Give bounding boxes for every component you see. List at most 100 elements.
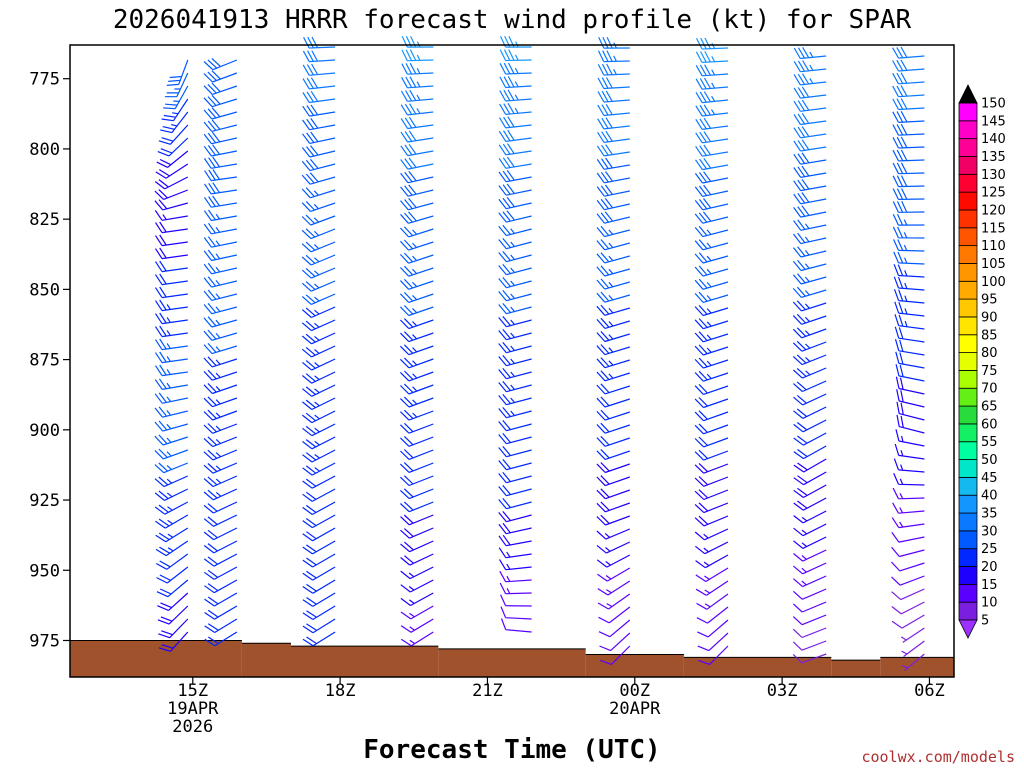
colorbar-bin [958, 191, 978, 211]
wind-barb [401, 35, 434, 48]
colorbar-label: 55 [981, 435, 998, 450]
wind-barb [596, 409, 630, 421]
wind-barb [301, 214, 336, 226]
y-tick-label: 900 [29, 421, 60, 441]
wind-barb [301, 267, 336, 279]
wind-barb [157, 605, 189, 625]
wind-barb [792, 367, 827, 379]
wind-barb [499, 570, 532, 583]
wind-barb [400, 631, 434, 647]
y-tick-label: 775 [29, 70, 60, 90]
wind-barb [155, 163, 189, 179]
wind-barb [792, 588, 827, 600]
ground-segment-5 [683, 657, 832, 677]
wind-barb [302, 371, 336, 384]
wind-barb [498, 472, 532, 484]
wind-barb [156, 150, 189, 168]
wind-barb [158, 618, 189, 639]
colorbar-bin [958, 120, 978, 140]
wind-barb [793, 165, 827, 178]
wind-barb [694, 436, 729, 448]
wind-barb [302, 618, 336, 634]
wind-barb [792, 327, 827, 339]
x-tick-label: 2026 [172, 717, 213, 737]
plot-frame [69, 44, 955, 678]
wind-barb [596, 357, 630, 369]
wind-barb [892, 72, 925, 85]
wind-barb [301, 200, 336, 212]
wind-barb [596, 435, 630, 447]
wind-barb [891, 532, 925, 543]
wind-barb [892, 46, 925, 59]
wind-barb [892, 123, 925, 136]
wind-barb [154, 299, 188, 312]
wind-barb [596, 475, 630, 487]
wind-barb [792, 273, 827, 285]
wind-barb [793, 178, 827, 192]
wind-barb [301, 293, 336, 305]
colorbar-label: 95 [981, 293, 998, 308]
wind-barb [892, 188, 925, 200]
wind-barb [793, 536, 827, 549]
wind-barb [596, 501, 631, 513]
wind-barb [203, 107, 238, 120]
y-tick-label: 850 [29, 280, 60, 300]
colorbar-bin [958, 138, 978, 157]
wind-barb [498, 547, 532, 559]
wind-barb [301, 332, 336, 345]
wind-barb [203, 276, 238, 288]
wind-barb [499, 62, 532, 75]
wind-barb [694, 370, 729, 382]
wind-barb [399, 435, 434, 447]
wind-barb [792, 340, 827, 352]
wind-barb [164, 72, 189, 98]
colorbar-label: 130 [981, 168, 1006, 183]
wind-barb [154, 462, 189, 474]
wind-barb [901, 640, 925, 657]
wind-barb [892, 111, 925, 123]
wind-barb [694, 198, 729, 211]
wind-barb [892, 149, 925, 162]
wind-barb [203, 236, 238, 248]
wind-barb [204, 631, 238, 647]
wind-barb [400, 592, 434, 607]
wind-barb [694, 397, 729, 409]
wind-barb [203, 249, 238, 262]
wind-barb [896, 389, 925, 408]
wind-barb [401, 76, 434, 89]
wind-barb [697, 632, 729, 652]
x-tick-label: 00Z [619, 681, 650, 701]
wind-barb [599, 645, 631, 665]
wind-barb [203, 436, 238, 448]
wind-barb [891, 517, 925, 529]
wind-barb [597, 77, 630, 90]
wind-barb [695, 131, 729, 144]
wind-barb [203, 527, 238, 541]
wind-barb [400, 198, 434, 211]
wind-barb [203, 70, 238, 83]
wind-barb [694, 489, 729, 501]
wind-barb [203, 342, 238, 355]
wind-barb [695, 541, 729, 555]
y-tick-label: 825 [29, 210, 60, 230]
wind-barb [302, 358, 336, 371]
wind-barb [154, 378, 188, 390]
wind-barb [694, 449, 729, 461]
colorbar-max-triangle [958, 84, 978, 104]
wind-barb [154, 221, 188, 234]
credit-text: coolwx.com/models [861, 748, 1015, 766]
wind-barb [596, 528, 631, 540]
wind-barb [596, 344, 630, 356]
wind-barb [154, 286, 188, 299]
wind-barb [793, 484, 827, 499]
wind-barb [302, 592, 336, 607]
wind-barb [399, 318, 434, 330]
colorbar-bin [958, 173, 978, 193]
wind-barb [399, 252, 434, 264]
wind-barb [301, 345, 336, 358]
wind-barb [793, 139, 827, 152]
wind-barb [399, 331, 434, 343]
wind-barb [498, 183, 532, 196]
